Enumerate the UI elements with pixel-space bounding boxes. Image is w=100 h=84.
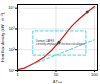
svg-text:10²: 10² bbox=[9, 47, 15, 52]
svg-text:10³: 10³ bbox=[9, 26, 15, 31]
svg-text:Heat flux density (kW · m⁻²): Heat flux density (kW · m⁻²) bbox=[0, 12, 5, 62]
svg-text:10: 10 bbox=[54, 72, 59, 77]
svg-text:1: 1 bbox=[16, 72, 19, 77]
svg-text:ΔTₛₐₜ: ΔTₛₐₜ bbox=[53, 79, 62, 84]
svg-text:10⁴: 10⁴ bbox=[8, 5, 14, 10]
svg-text:Domain CAFEScurrently employed: Domain CAFEScurrently employed in the he… bbox=[36, 39, 86, 46]
svg-text:100: 100 bbox=[91, 72, 98, 77]
svg-text:10¹: 10¹ bbox=[9, 68, 15, 73]
